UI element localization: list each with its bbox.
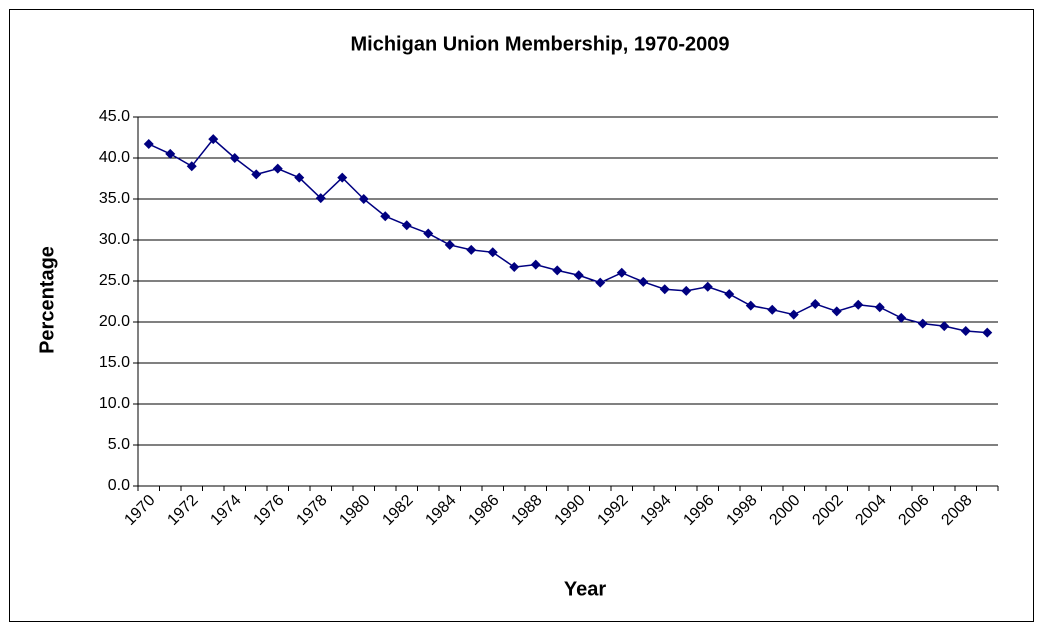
data-point <box>595 277 606 288</box>
y-tick-label: 10.0 <box>99 395 130 412</box>
data-point <box>745 300 756 311</box>
chart-frame <box>9 9 1034 622</box>
data-point <box>423 228 434 239</box>
y-tick-label: 30.0 <box>99 231 130 248</box>
data-point <box>272 163 283 174</box>
data-point <box>638 276 649 287</box>
data-point <box>530 259 541 270</box>
data-point <box>487 247 498 258</box>
data-point <box>165 148 176 159</box>
data-point <box>724 289 735 300</box>
data-point <box>616 267 627 278</box>
series-line <box>148 138 988 334</box>
data-point <box>853 299 864 310</box>
data-point <box>917 318 928 329</box>
data-point <box>659 284 670 295</box>
data-point <box>186 161 197 172</box>
data-point <box>208 134 219 145</box>
data-point <box>960 326 971 337</box>
data-point <box>552 265 563 276</box>
data-point <box>982 327 993 338</box>
data-point <box>767 304 778 315</box>
data-point <box>939 321 950 332</box>
data-point <box>251 169 262 180</box>
data-point <box>337 172 348 183</box>
y-tick-label: 0.0 <box>108 477 130 494</box>
data-point <box>466 244 477 255</box>
data-point <box>896 312 907 323</box>
y-tick-label: 25.0 <box>99 272 130 289</box>
data-point <box>229 153 240 163</box>
y-tick-label: 5.0 <box>108 436 130 453</box>
data-point <box>358 194 369 204</box>
y-axis-title: Percentage <box>36 246 58 354</box>
data-point <box>380 211 391 222</box>
y-tick-label: 20.0 <box>99 313 130 330</box>
x-axis-title: Year <box>564 578 606 600</box>
data-point <box>315 193 326 204</box>
data-point <box>143 139 154 150</box>
data-point <box>788 309 799 320</box>
data-point <box>573 270 584 281</box>
data-point <box>874 302 885 313</box>
data-point <box>444 239 455 250</box>
chart-title: Michigan Union Membership, 1970-2009 <box>351 33 730 55</box>
data-point <box>294 172 305 183</box>
data-point <box>401 220 412 231</box>
y-tick-label: 15.0 <box>99 354 130 371</box>
data-point <box>831 306 842 317</box>
data-point <box>509 262 520 273</box>
data-point <box>702 281 713 292</box>
y-tick-label: 35.0 <box>99 190 130 207</box>
data-point <box>681 285 692 296</box>
data-point <box>810 298 821 309</box>
y-tick-label: 40.0 <box>99 149 130 166</box>
y-tick-label: 45.0 <box>99 108 130 125</box>
